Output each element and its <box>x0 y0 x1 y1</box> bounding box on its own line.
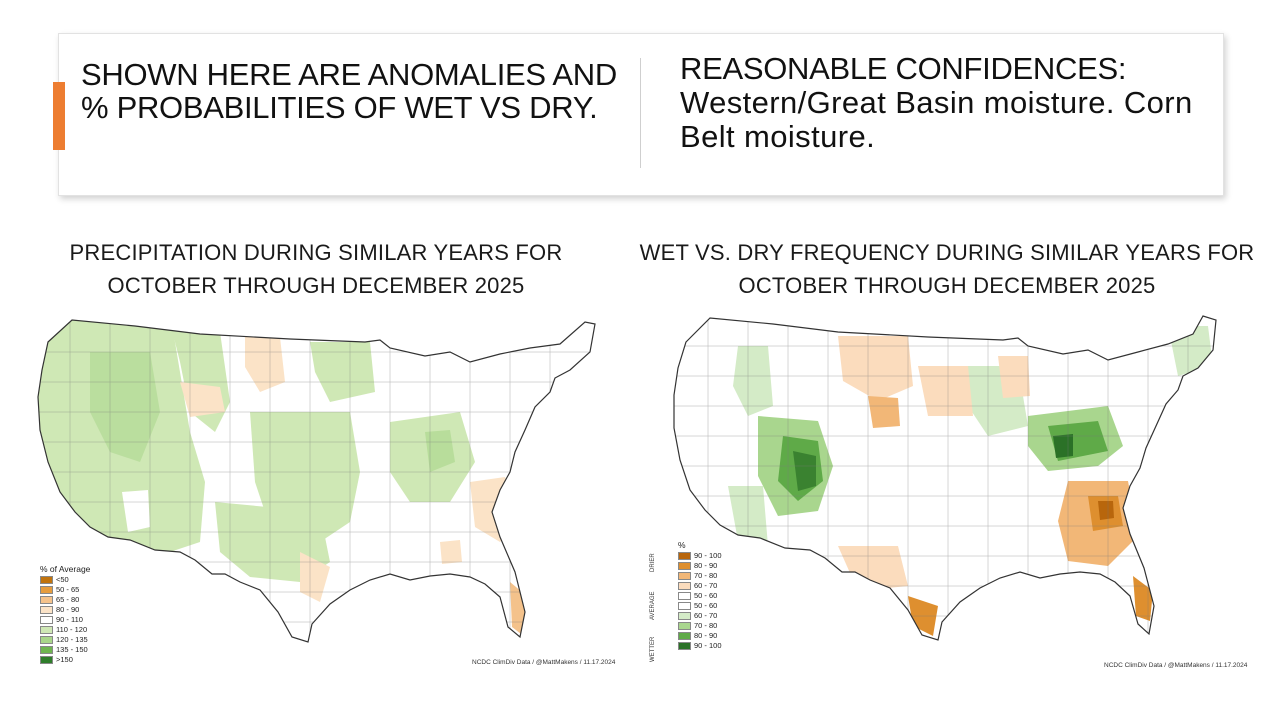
side-label-wetter: WETTER <box>650 636 656 662</box>
legend-label: 50 - 60 <box>694 591 718 600</box>
legend-row: 70 - 80 <box>678 621 722 631</box>
legend-label: 50 - 60 <box>694 601 718 610</box>
legend-label: 80 - 90 <box>694 631 718 640</box>
legend-label: 80 - 90 <box>694 561 718 570</box>
legend-swatch <box>678 612 691 620</box>
legend-row: 50 - 60 <box>678 601 722 611</box>
legend-swatch <box>40 626 53 634</box>
side-label-drier: DRIER <box>650 553 656 572</box>
legend-row: <50 <box>40 575 90 585</box>
legend-swatch <box>678 632 691 640</box>
legend-label: 90 - 100 <box>694 641 722 650</box>
legend-swatch <box>678 602 691 610</box>
right-legend: % 90 - 100 80 - 90 70 - 80 60 - 70 50 - 60 50… <box>662 540 722 651</box>
legend-swatch <box>678 572 691 580</box>
legend-label: 90 - 100 <box>694 551 722 560</box>
left-legend: % of Average <50 50 - 65 65 - 80 80 - 90 90 … <box>40 564 90 665</box>
right-map-panel: WET VS. DRY FREQUENCY DURING SIMILAR YEA… <box>636 236 1258 302</box>
legend-label: >150 <box>56 655 73 664</box>
right-legend-rows: 90 - 100 80 - 90 70 - 80 60 - 70 50 - 60 50 -… <box>678 551 722 651</box>
legend-swatch <box>40 596 53 604</box>
legend-swatch <box>40 636 53 644</box>
side-label-average: AVERAGE <box>650 591 656 620</box>
legend-row: 120 - 135 <box>40 635 90 645</box>
legend-swatch <box>40 656 53 664</box>
legend-label: <50 <box>56 575 69 584</box>
legend-row: 110 - 120 <box>40 625 90 635</box>
right-us-map <box>673 315 1217 641</box>
legend-label: 135 - 150 <box>56 645 88 654</box>
legend-label: 110 - 120 <box>56 625 88 634</box>
legend-label: 50 - 65 <box>56 585 80 594</box>
legend-row: 60 - 70 <box>678 611 722 621</box>
legend-row: 80 - 90 <box>678 561 722 571</box>
legend-swatch <box>678 562 691 570</box>
right-map-title: WET VS. DRY FREQUENCY DURING SIMILAR YEA… <box>639 240 1255 298</box>
legend-row: 90 - 100 <box>678 551 722 561</box>
legend-label: 60 - 70 <box>694 581 718 590</box>
accent-bar <box>53 82 65 150</box>
left-us-map <box>37 319 596 643</box>
legend-label: 60 - 70 <box>694 611 718 620</box>
left-map-title: PRECIPITATION DURING SIMILAR YEARS FOR O… <box>69 240 563 298</box>
legend-label: 70 - 80 <box>694 571 718 580</box>
legend-swatch <box>40 606 53 614</box>
legend-row: 70 - 80 <box>678 571 722 581</box>
right-credit: NCDC ClimDiv Data / @MattMakens / 11.17.… <box>1104 662 1248 669</box>
legend-row: 80 - 90 <box>678 631 722 641</box>
right-side-labels: DRIER AVERAGE WETTER <box>650 550 662 665</box>
legend-label: 70 - 80 <box>694 621 718 630</box>
legend-row: 60 - 70 <box>678 581 722 591</box>
legend-swatch <box>40 616 53 624</box>
header-right: REASONABLE CONFIDENCES: Western/Great Ba… <box>680 51 1200 155</box>
legend-swatch <box>40 646 53 654</box>
legend-row: >150 <box>40 655 90 665</box>
legend-swatch <box>678 582 691 590</box>
legend-row: 50 - 65 <box>40 585 90 595</box>
header-right-body: Western/Great Basin moisture. Corn Belt … <box>680 85 1193 155</box>
legend-swatch <box>40 586 53 594</box>
legend-label: 90 - 110 <box>56 615 83 624</box>
legend-label: 80 - 90 <box>56 605 80 614</box>
left-legend-rows: <50 50 - 65 65 - 80 80 - 90 90 - 110 110 - 12… <box>40 575 90 665</box>
header-card: SHOWN HERE ARE ANOMALIES AND % PROBABILI… <box>53 33 1224 196</box>
left-legend-title: % of Average <box>40 564 91 574</box>
legend-swatch <box>678 622 691 630</box>
legend-row: 50 - 60 <box>678 591 722 601</box>
legend-label: 120 - 135 <box>56 635 88 644</box>
legend-row: 135 - 150 <box>40 645 90 655</box>
left-credit: NCDC ClimDiv Data / @MattMakens / 11.17.… <box>472 659 616 666</box>
header-left-text: SHOWN HERE ARE ANOMALIES AND % PROBABILI… <box>81 57 617 126</box>
right-legend-title: % <box>678 540 686 550</box>
legend-row: 90 - 100 <box>678 641 722 651</box>
legend-row: 80 - 90 <box>40 605 90 615</box>
legend-swatch <box>40 576 53 584</box>
legend-label: 65 - 80 <box>56 595 80 604</box>
header-right-title: REASONABLE CONFIDENCES: <box>680 51 1127 86</box>
header-divider <box>640 58 641 168</box>
legend-row: 90 - 110 <box>40 615 90 625</box>
legend-row: 65 - 80 <box>40 595 90 605</box>
legend-swatch <box>678 592 691 600</box>
legend-swatch <box>678 642 691 650</box>
legend-swatch <box>678 552 691 560</box>
left-map-panel: PRECIPITATION DURING SIMILAR YEARS FOR O… <box>20 236 612 302</box>
